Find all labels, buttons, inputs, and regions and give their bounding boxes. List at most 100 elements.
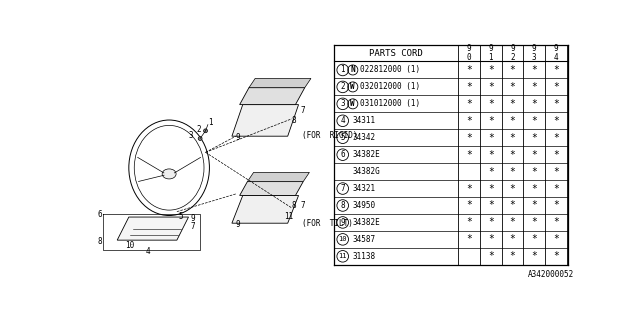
Text: 2: 2	[340, 83, 345, 92]
Text: *: *	[466, 65, 472, 75]
Text: *: *	[531, 217, 537, 228]
Text: *: *	[531, 201, 537, 211]
Text: (FOR  TILT): (FOR TILT)	[301, 219, 353, 228]
Text: *: *	[553, 184, 559, 194]
Text: 11: 11	[284, 212, 293, 221]
Text: *: *	[553, 116, 559, 126]
Text: 2: 2	[196, 125, 201, 134]
Text: *: *	[488, 133, 493, 143]
Text: *: *	[509, 82, 515, 92]
Text: *: *	[466, 99, 472, 109]
Polygon shape	[232, 196, 298, 223]
Text: *: *	[531, 99, 537, 109]
Text: 7: 7	[300, 106, 305, 115]
Text: *: *	[466, 201, 472, 211]
Text: 3: 3	[340, 99, 345, 108]
Text: *: *	[531, 65, 537, 75]
Text: PARTS CORD: PARTS CORD	[369, 49, 423, 58]
Text: 34321: 34321	[353, 184, 376, 193]
Text: *: *	[553, 133, 559, 143]
Ellipse shape	[162, 169, 176, 179]
Text: 022812000 (1): 022812000 (1)	[360, 66, 420, 75]
Text: 34382G: 34382G	[353, 167, 381, 176]
Polygon shape	[239, 88, 305, 105]
Text: *: *	[466, 133, 472, 143]
Text: *: *	[488, 82, 493, 92]
Text: 9
2: 9 2	[510, 44, 515, 62]
Text: 34311: 34311	[353, 116, 376, 125]
Text: 032012000 (1): 032012000 (1)	[360, 83, 420, 92]
Text: *: *	[531, 184, 537, 194]
Text: 31138: 31138	[353, 252, 376, 261]
Text: 6: 6	[340, 150, 345, 159]
Polygon shape	[249, 78, 311, 88]
Circle shape	[198, 137, 202, 140]
Text: *: *	[488, 217, 493, 228]
Polygon shape	[239, 182, 303, 196]
Text: 6: 6	[97, 210, 102, 219]
Text: *: *	[509, 150, 515, 160]
Text: *: *	[466, 217, 472, 228]
Text: 9: 9	[340, 218, 345, 227]
Text: 5: 5	[340, 133, 345, 142]
Text: *: *	[531, 251, 537, 261]
Text: *: *	[553, 167, 559, 177]
Text: 5: 5	[179, 212, 183, 220]
Text: *: *	[488, 99, 493, 109]
Text: 4: 4	[340, 116, 345, 125]
Text: *: *	[466, 184, 472, 194]
Text: 8: 8	[292, 201, 296, 210]
Text: 7: 7	[300, 201, 305, 210]
Text: (FOR  RIGID): (FOR RIGID)	[301, 131, 357, 140]
Text: 4: 4	[146, 247, 150, 256]
Text: N: N	[351, 66, 355, 75]
Text: 9
3: 9 3	[532, 44, 536, 62]
Text: 10: 10	[125, 241, 134, 250]
Text: 34950: 34950	[353, 201, 376, 210]
Polygon shape	[232, 105, 298, 136]
Text: *: *	[553, 65, 559, 75]
Text: 34382E: 34382E	[353, 218, 381, 227]
Text: 8: 8	[292, 116, 296, 125]
Text: *: *	[509, 65, 515, 75]
Text: *: *	[509, 184, 515, 194]
Text: 10: 10	[339, 236, 347, 242]
Text: *: *	[488, 201, 493, 211]
Polygon shape	[248, 172, 309, 182]
Text: *: *	[488, 167, 493, 177]
Text: 1: 1	[208, 118, 212, 127]
Text: *: *	[553, 217, 559, 228]
Text: A342000052: A342000052	[527, 270, 573, 279]
Text: *: *	[488, 184, 493, 194]
Text: *: *	[553, 99, 559, 109]
Text: *: *	[466, 116, 472, 126]
Text: 11: 11	[339, 253, 347, 259]
Text: *: *	[509, 217, 515, 228]
Text: *: *	[531, 116, 537, 126]
Text: *: *	[509, 201, 515, 211]
Text: 9
1: 9 1	[488, 44, 493, 62]
Text: *: *	[509, 99, 515, 109]
Text: *: *	[488, 251, 493, 261]
Text: 34342: 34342	[353, 133, 376, 142]
Text: 7: 7	[190, 222, 195, 231]
Text: *: *	[466, 150, 472, 160]
Text: 34587: 34587	[353, 235, 376, 244]
Text: *: *	[488, 65, 493, 75]
Circle shape	[204, 129, 207, 133]
Text: *: *	[553, 234, 559, 244]
Text: 8: 8	[97, 237, 102, 246]
Text: 9
4: 9 4	[554, 44, 558, 62]
Text: 8: 8	[340, 201, 345, 210]
Text: *: *	[509, 133, 515, 143]
Text: 7: 7	[340, 184, 345, 193]
Text: 9: 9	[236, 133, 241, 142]
Text: 3: 3	[189, 132, 193, 140]
Text: 9
0: 9 0	[467, 44, 472, 62]
Text: 34382E: 34382E	[353, 150, 381, 159]
Text: W: W	[351, 83, 355, 92]
Text: 031012000 (1): 031012000 (1)	[360, 99, 420, 108]
Text: *: *	[531, 133, 537, 143]
Text: *: *	[531, 234, 537, 244]
Text: *: *	[466, 234, 472, 244]
